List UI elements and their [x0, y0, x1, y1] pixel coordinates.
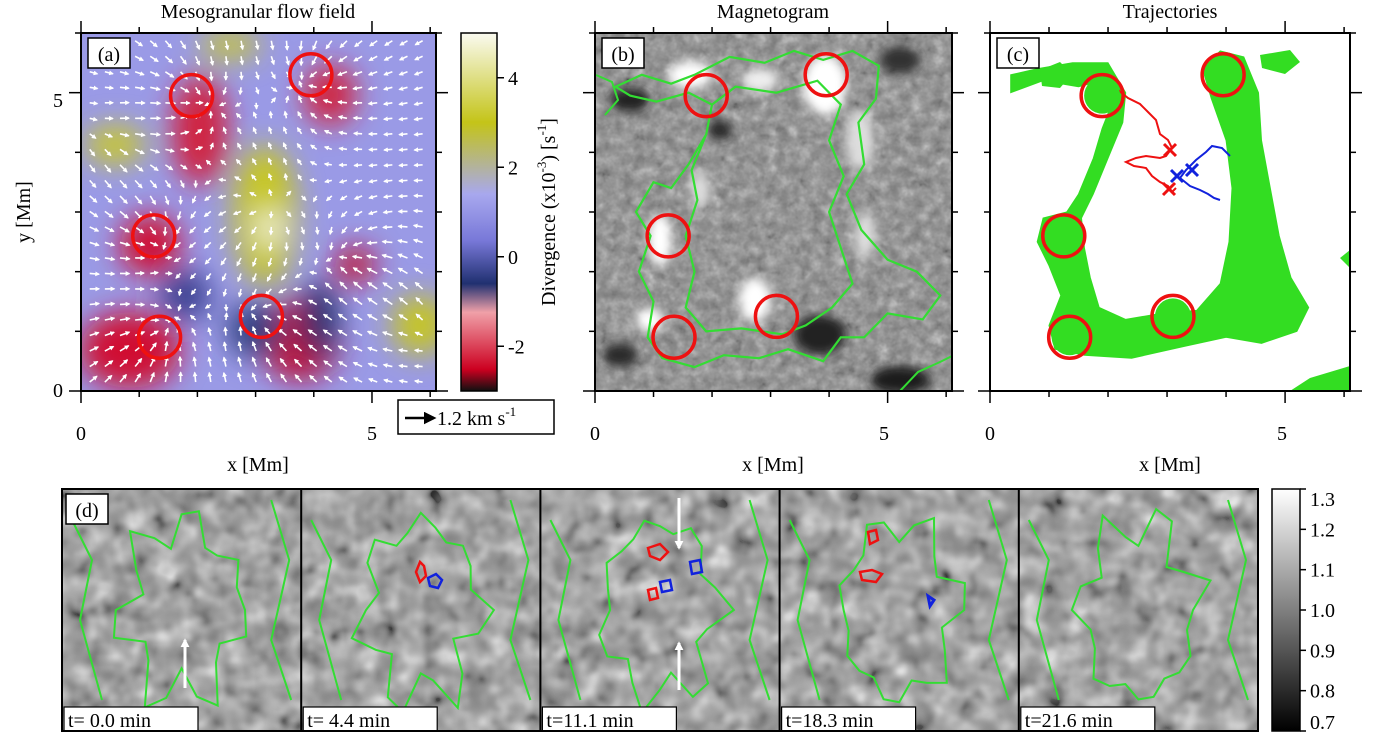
- contour: [899, 355, 952, 391]
- x-tick-5: 5: [879, 423, 889, 445]
- feature-circle: [238, 293, 285, 340]
- time-frame: t=18.3 min: [778, 489, 1019, 732]
- x-tick-0: 0: [985, 423, 995, 445]
- y-axis-label: y [Mm]: [13, 181, 35, 243]
- panel-d: t= 0.0 min t= 4.4 min t=11.1 min t=18.3 min…: [61, 488, 1259, 732]
- panel-b-tag: (b): [611, 44, 634, 66]
- velocity-key-label: 1.2 km s: [437, 408, 506, 430]
- contour: [1070, 507, 1213, 701]
- y-tick-5: 5: [53, 90, 63, 112]
- divergence-tick-label: -2: [508, 336, 525, 358]
- intensity-tick-label: 0.8: [1310, 681, 1335, 703]
- x-tick-5: 5: [367, 423, 377, 445]
- blue-trajectory: [1178, 144, 1231, 201]
- panel-c: Trajectories (c): [989, 1, 1351, 392]
- intensity-tick-label: 1.2: [1310, 519, 1335, 541]
- feature-circle: [168, 72, 215, 119]
- divergence-tick-label: 0: [508, 247, 518, 269]
- x-axis-label: x [Mm]: [227, 454, 289, 476]
- intensity-tick-label: 0.7: [1310, 712, 1335, 734]
- panel-b-title: Magnetogram: [717, 1, 830, 23]
- velocity-key-exp: -1: [505, 404, 516, 419]
- intensity-tick-label: 1.0: [1310, 600, 1335, 622]
- time-frame: t=21.6 min: [1017, 489, 1258, 732]
- blue-cross-markers: [1169, 162, 1200, 184]
- y-tick-0: 0: [53, 380, 63, 402]
- x-tick-5: 5: [1277, 423, 1287, 445]
- contour: [112, 510, 248, 709]
- circles-b: [645, 52, 849, 361]
- magnetogram-image: [595, 33, 952, 391]
- panel-a-title: Mesogranular flow field: [161, 1, 355, 23]
- panel-d-overlays: [180, 498, 937, 690]
- time-label: t= 0.0 min: [68, 710, 151, 732]
- time-frame: t=11.1 min: [539, 489, 780, 732]
- red-trajectory: [1117, 89, 1177, 194]
- intensity-tick-label: 0.9: [1310, 640, 1335, 662]
- intensity-colorbar: 1.3 1.2 1.1 1.0 0.9 0.8 0.7: [1271, 488, 1335, 734]
- contour: [595, 74, 620, 116]
- feature-circle: [1079, 72, 1125, 119]
- time-frame: t= 0.0 min: [62, 489, 302, 732]
- feature-circle: [753, 293, 800, 340]
- velocity-key: 1.2 km s-1: [397, 399, 555, 435]
- circles-a: [130, 52, 334, 361]
- x-axis-c: 0 5 x [Mm]: [985, 423, 1287, 476]
- feature-circle: [1041, 213, 1087, 259]
- feature-circle: [651, 314, 697, 361]
- feature-circle: [683, 72, 729, 119]
- x-tick-0: 0: [76, 423, 86, 445]
- feature-circle: [645, 213, 691, 259]
- panel-c-title: Trajectories: [1123, 1, 1218, 23]
- divergence-colorbar-label: Divergence (x10-3) [s-1]: [534, 118, 560, 306]
- time-label: t=11.1 min: [546, 710, 633, 732]
- time-label: t=18.3 min: [786, 710, 874, 732]
- contour: [613, 49, 942, 369]
- x-axis-a: 0 5 x [Mm]: [76, 423, 377, 476]
- panel-c-tag: (c): [1007, 44, 1029, 66]
- intensity-tick-label: 1.3: [1310, 489, 1335, 511]
- circles-c: [1041, 52, 1246, 361]
- panel-d-tag: (d): [75, 500, 98, 522]
- contour: [350, 511, 496, 714]
- x-tick-0: 0: [590, 423, 600, 445]
- red-cross-markers: [1161, 142, 1178, 197]
- feature-circle: [288, 52, 334, 98]
- x-axis-label: x [Mm]: [1139, 454, 1201, 476]
- x-axis-b: 0 5 x [Mm]: [590, 423, 889, 476]
- time-frame: t= 4.4 min: [300, 489, 541, 732]
- time-label: t= 4.4 min: [307, 710, 390, 732]
- feature-circle: [1150, 293, 1196, 340]
- divergence-map: [81, 33, 436, 391]
- panel-a-tag: (a): [98, 44, 120, 66]
- panel-b: Magnetogram: [594, 1, 953, 392]
- time-label: t=21.6 min: [1025, 710, 1113, 732]
- feature-circle: [136, 314, 183, 361]
- feature-circle: [1200, 52, 1246, 98]
- contour: [598, 519, 736, 715]
- divergence-tick-label: 4: [508, 68, 518, 90]
- feature-circle: [1046, 314, 1093, 361]
- feature-circle: [130, 213, 177, 259]
- x-axis-label: x [Mm]: [742, 454, 804, 476]
- divergence-tick-label: 2: [508, 157, 518, 179]
- contour: [838, 516, 966, 704]
- svg-text:1.2 km s-1: 1.2 km s-1: [437, 404, 516, 430]
- divergence-colorbar: 4 2 0 -2 Divergence (x10-3) [s-1]: [460, 32, 560, 392]
- intensity-tick-label: 1.1: [1310, 560, 1335, 582]
- panel-a: Mesogranular flow field: [80, 1, 437, 392]
- feature-circle: [803, 52, 849, 98]
